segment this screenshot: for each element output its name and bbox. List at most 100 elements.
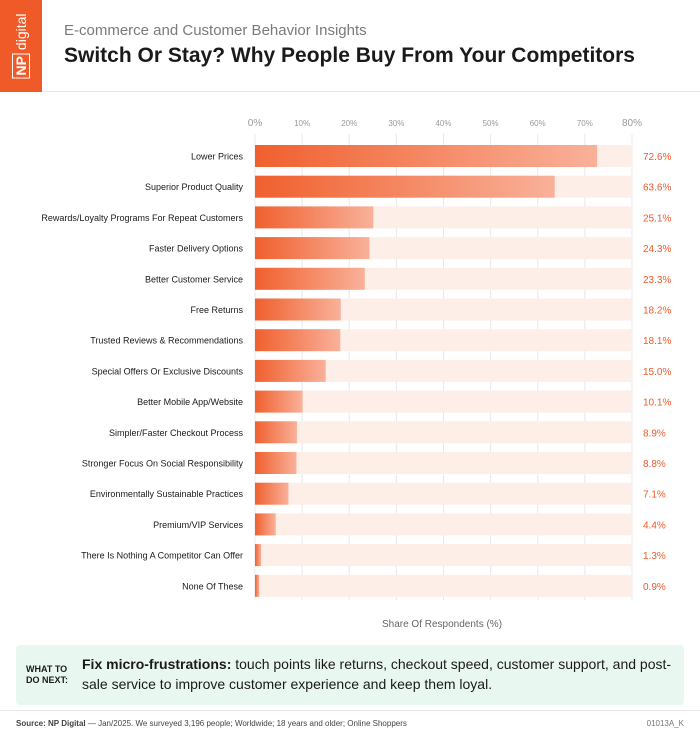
bar-row: Free Returns 18.2% xyxy=(190,298,671,321)
value-label: 24.3% xyxy=(643,244,671,255)
bar-track xyxy=(255,390,632,413)
bar-track xyxy=(255,574,632,597)
bar-row: Rewards/Loyalty Programs For Repeat Cust… xyxy=(41,206,671,229)
x-tick-label: 10% xyxy=(294,119,310,128)
bar-track xyxy=(255,482,632,505)
category-label: Lower Prices xyxy=(191,152,244,162)
bar xyxy=(255,206,374,229)
category-label: Special Offers Or Exclusive Discounts xyxy=(92,366,244,376)
bar-row: Lower Prices 72.6% xyxy=(191,145,671,167)
value-label: 4.4% xyxy=(643,520,666,531)
callout-heading: Fix micro-frustrations: xyxy=(82,656,232,672)
category-label: Environmentally Sustainable Practices xyxy=(90,489,244,499)
bar xyxy=(255,329,341,352)
value-label: 18.1% xyxy=(643,336,671,347)
callout-label-line2: DO NEXT: xyxy=(26,675,69,685)
category-label: Better Mobile App/Website xyxy=(137,397,243,407)
bar-row: Environmentally Sustainable Practices 7.1… xyxy=(90,482,666,505)
value-label: 15.0% xyxy=(643,367,671,378)
bar xyxy=(255,482,289,505)
bar xyxy=(255,513,276,536)
logo-word: digital xyxy=(13,13,29,51)
x-tick-label: 20% xyxy=(341,119,357,128)
x-tick-label: 30% xyxy=(388,119,404,128)
bar-chart: 0% 10% 20% 30% 40% 50% 60% 70% 80% Lower Prices 7… xyxy=(41,118,671,630)
chart-area: 0% 10% 20% 30% 40% 50% 60% 70% 80% Lower Prices 7… xyxy=(0,92,700,632)
what-to-do-next-callout: WHAT TO DO NEXT: Fix micro-frustrations:… xyxy=(16,645,684,705)
value-label: 0.9% xyxy=(643,582,666,593)
category-label: Rewards/Loyalty Programs For Repeat Cust… xyxy=(41,213,243,223)
value-label: 8.8% xyxy=(643,459,666,470)
page-title: Switch Or Stay? Why People Buy From Your… xyxy=(64,44,635,67)
category-label: Free Returns xyxy=(190,305,243,315)
bar-track xyxy=(255,298,632,321)
category-label: Simpler/Faster Checkout Process xyxy=(109,428,244,438)
value-label: 7.1% xyxy=(643,490,666,501)
bar-row: Better Mobile App/Website 10.1% xyxy=(137,390,671,413)
bar-row: There Is Nothing A Competitor Can Offer 1… xyxy=(81,544,666,567)
chart-code: 01013A_K xyxy=(646,719,684,728)
bar xyxy=(255,452,297,474)
category-label: There Is Nothing A Competitor Can Offer xyxy=(81,551,243,561)
value-label: 63.6% xyxy=(643,183,671,194)
value-label: 10.1% xyxy=(643,398,671,409)
value-label: 1.3% xyxy=(643,551,666,562)
np-digital-logo: NP digital xyxy=(0,0,42,92)
x-tick-label: 60% xyxy=(530,119,546,128)
bar-track xyxy=(255,329,632,352)
category-label: Better Customer Service xyxy=(145,274,243,284)
callout-text: Fix micro-frustrations: touch points lik… xyxy=(82,654,672,694)
callout-body: touch points like returns, checkout spee… xyxy=(82,656,672,692)
footer: Source: NP Digital — Jan/2025. We survey… xyxy=(0,710,700,739)
bar-row: Trusted Reviews & Recommendations 18.1% xyxy=(90,329,671,352)
callout-label-line1: WHAT TO xyxy=(26,664,68,674)
bar xyxy=(255,421,297,444)
bar xyxy=(255,298,341,321)
value-label: 25.1% xyxy=(643,213,671,224)
bar xyxy=(255,267,365,290)
bar xyxy=(255,359,326,382)
x-tick-label: 80% xyxy=(622,118,642,129)
value-label: 72.6% xyxy=(643,152,671,163)
logo-np: NP xyxy=(12,53,30,79)
value-label: 8.9% xyxy=(643,428,666,439)
callout-label: WHAT TO DO NEXT: xyxy=(26,664,72,686)
source-label: Source: NP Digital xyxy=(16,719,86,728)
bar-track xyxy=(255,359,632,382)
category-label: Stronger Focus On Social Responsibility xyxy=(82,459,244,469)
category-label: None Of These xyxy=(182,581,243,591)
bar-track xyxy=(255,544,632,567)
bar xyxy=(255,237,370,260)
logo-text: NP digital xyxy=(12,13,30,79)
value-label: 18.2% xyxy=(643,306,671,317)
source-text: — Jan/2025. We surveyed 3,196 people; Wo… xyxy=(85,719,407,728)
x-axis-label: Share Of Respondents (%) xyxy=(382,619,502,630)
category-label: Trusted Reviews & Recommendations xyxy=(90,336,243,346)
category-label: Faster Delivery Options xyxy=(149,244,244,254)
bar xyxy=(255,175,555,198)
x-tick-label: 40% xyxy=(435,119,451,128)
header: NP digital E-commerce and Customer Behavi… xyxy=(0,0,700,92)
page-subtitle: E-commerce and Customer Behavior Insight… xyxy=(64,22,367,39)
x-tick-label: 70% xyxy=(577,119,593,128)
bar-row: Premium/VIP Services 4.4% xyxy=(153,513,666,536)
bar xyxy=(255,544,262,567)
bar-row: Faster Delivery Options 24.3% xyxy=(149,237,671,260)
bar-row: None Of These 0.9% xyxy=(182,574,666,597)
bar xyxy=(255,574,260,597)
bar-row: Special Offers Or Exclusive Discounts 15.… xyxy=(92,359,671,382)
source-note: Source: NP Digital — Jan/2025. We survey… xyxy=(16,719,407,728)
bar-track xyxy=(255,421,632,444)
bar-track xyxy=(255,452,632,474)
bar-row: Simpler/Faster Checkout Process 8.9% xyxy=(109,421,666,444)
category-label: Premium/VIP Services xyxy=(153,520,243,530)
x-tick-label: 0% xyxy=(248,118,263,129)
bar-track xyxy=(255,513,632,536)
bar xyxy=(255,145,598,167)
value-label: 23.3% xyxy=(643,275,671,286)
bar-row: Superior Product Quality 63.6% xyxy=(145,175,671,198)
category-label: Superior Product Quality xyxy=(145,182,244,192)
bar-row: Better Customer Service 23.3% xyxy=(145,267,671,290)
bar-row: Stronger Focus On Social Responsibility 8… xyxy=(82,452,666,474)
bar xyxy=(255,390,303,413)
